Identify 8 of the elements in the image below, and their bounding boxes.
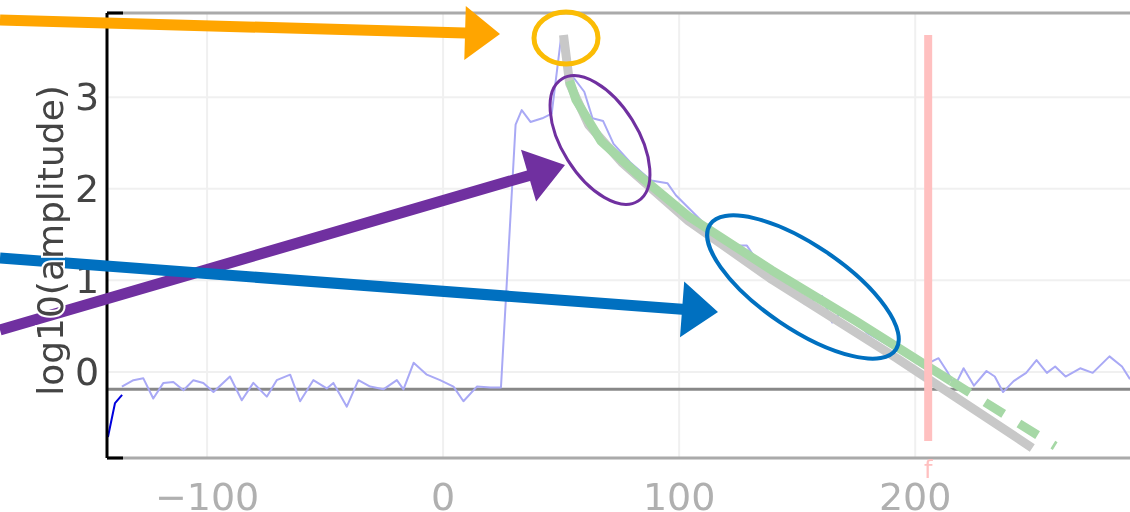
y-tick-label: 3 (74, 75, 100, 120)
x-tick-label: 100 (642, 475, 716, 512)
x-tick-label: −100 (154, 475, 260, 512)
y-tick-label: 0 (74, 349, 100, 394)
x-tick-label: 0 (431, 475, 456, 512)
y-axis-title: log10(amplitude) (29, 85, 71, 396)
y-tick-label: 2 (74, 166, 100, 211)
ref-line-label: f (923, 456, 933, 484)
